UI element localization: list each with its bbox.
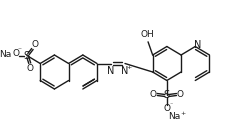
Text: N: N	[121, 66, 128, 75]
Text: +: +	[180, 111, 185, 116]
Text: N: N	[193, 39, 200, 50]
Text: O: O	[31, 40, 38, 49]
Text: O: O	[13, 49, 20, 58]
Text: N: N	[106, 66, 114, 75]
Text: OH: OH	[140, 30, 153, 39]
Text: O: O	[26, 64, 33, 73]
Text: O: O	[176, 90, 183, 99]
Text: O: O	[149, 90, 156, 99]
Text: S: S	[163, 89, 169, 100]
Text: S: S	[24, 51, 30, 60]
Text: ⁻: ⁻	[17, 45, 21, 54]
Text: Na: Na	[168, 112, 180, 121]
Text: ⁻: ⁻	[168, 103, 172, 108]
Text: O: O	[163, 104, 170, 113]
Text: Na: Na	[0, 50, 12, 59]
Text: +: +	[126, 65, 131, 70]
